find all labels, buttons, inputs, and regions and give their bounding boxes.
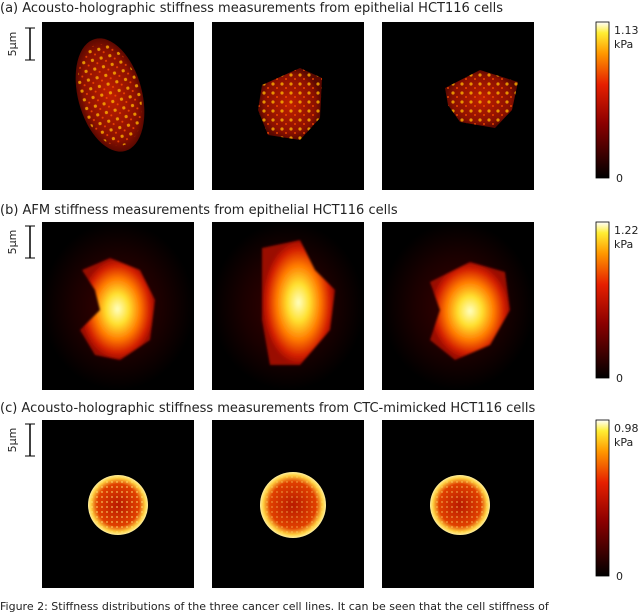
panel-title: (b) AFM stiffness measurements from epit… bbox=[0, 203, 398, 218]
scale-bar bbox=[25, 27, 35, 61]
cell bbox=[80, 258, 155, 360]
colorbar-unit: kPa bbox=[614, 436, 633, 449]
colorbar-min: 0 bbox=[616, 570, 623, 583]
panel-title: (a) Acousto-holographic stiffness measur… bbox=[0, 1, 503, 16]
caption: Figure 2: Stiffness distributions of the… bbox=[0, 600, 550, 613]
colorbar-unit: kPa bbox=[614, 38, 633, 51]
colorbar-max: 0.98 bbox=[614, 422, 639, 435]
colorbar-min: 0 bbox=[616, 372, 623, 385]
colorbar-max: 1.22 bbox=[614, 224, 639, 237]
panel-title: (c) Acousto-holographic stiffness measur… bbox=[0, 401, 536, 416]
colorbar-unit: kPa bbox=[614, 238, 633, 251]
scale-bar bbox=[25, 225, 35, 259]
colorbar bbox=[595, 21, 610, 179]
colorbar-min: 0 bbox=[616, 172, 623, 185]
scale-bar bbox=[25, 423, 35, 457]
colorbar bbox=[595, 419, 610, 577]
scale-label: 5μm bbox=[6, 32, 19, 57]
cell bbox=[262, 240, 335, 365]
scale-label: 5μm bbox=[6, 230, 19, 255]
colorbar bbox=[595, 221, 610, 379]
colorbar-max: 1.13 bbox=[614, 24, 639, 37]
scale-label: 5μm bbox=[6, 428, 19, 453]
cell bbox=[430, 262, 510, 360]
